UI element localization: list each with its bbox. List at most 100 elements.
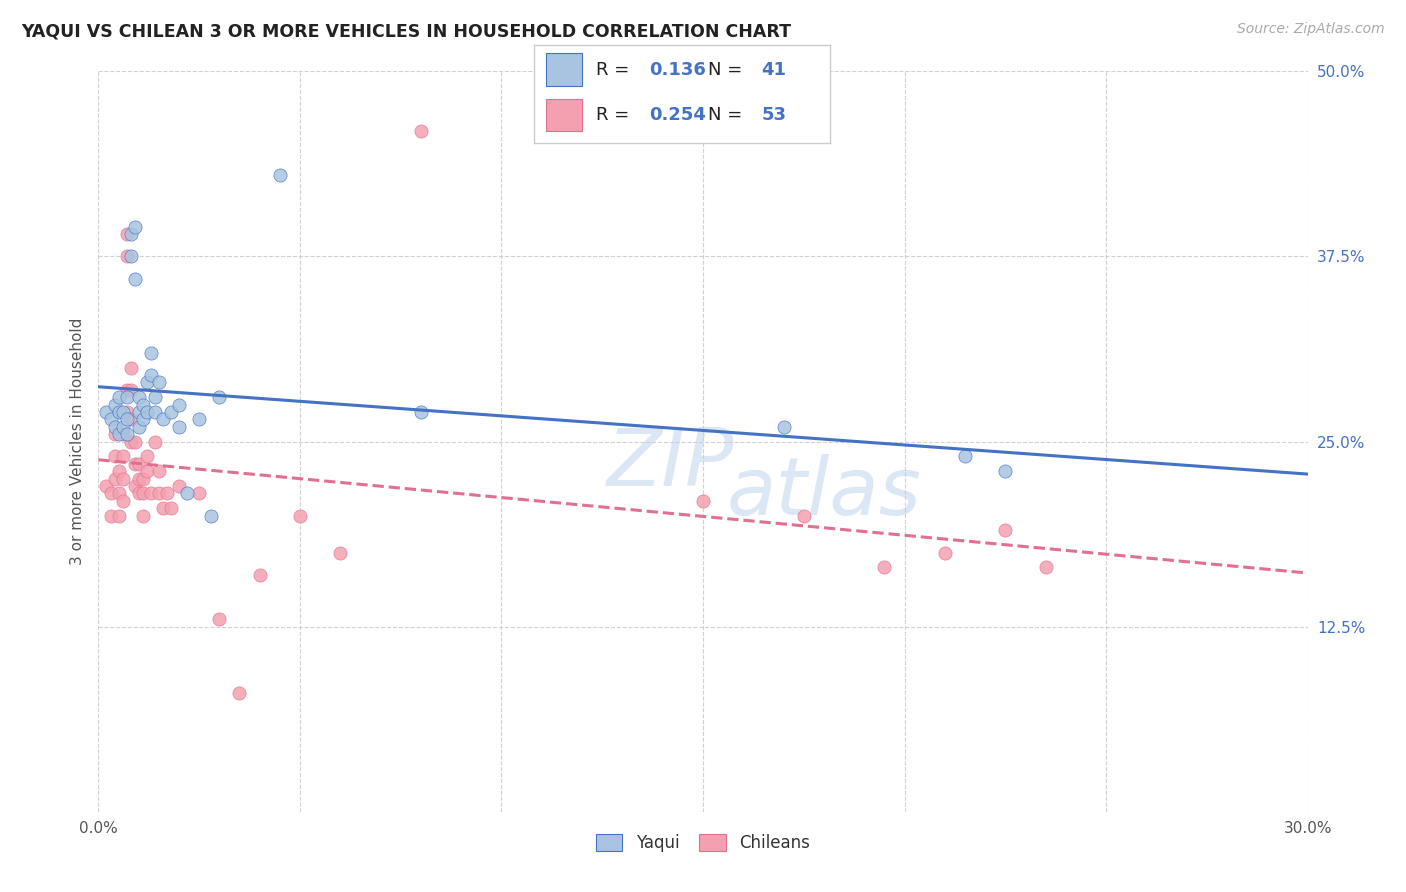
Point xyxy=(107,427,129,442)
Text: 41: 41 xyxy=(762,61,786,78)
Text: Source: ZipAtlas.com: Source: ZipAtlas.com xyxy=(1237,22,1385,37)
Point xyxy=(409,405,432,419)
Point xyxy=(132,412,155,426)
Point xyxy=(934,546,956,560)
Point xyxy=(111,427,134,442)
Point xyxy=(135,376,157,390)
Point xyxy=(793,508,815,523)
Point xyxy=(409,123,432,137)
Legend: Yaqui, Chileans: Yaqui, Chileans xyxy=(589,828,817,859)
Point xyxy=(111,419,134,434)
Point xyxy=(115,250,138,264)
Point xyxy=(139,486,162,500)
Point xyxy=(128,419,150,434)
Point xyxy=(188,486,211,500)
Point xyxy=(107,464,129,478)
Point xyxy=(111,450,134,464)
Point xyxy=(148,376,170,390)
Point xyxy=(208,612,231,626)
Point xyxy=(135,450,157,464)
Point xyxy=(143,405,166,419)
Point xyxy=(100,412,122,426)
Point xyxy=(115,390,138,404)
Point xyxy=(132,486,155,500)
Point xyxy=(692,493,714,508)
Text: R =: R = xyxy=(596,106,636,124)
Point xyxy=(143,390,166,404)
Point xyxy=(103,419,125,434)
Point xyxy=(132,508,155,523)
Point xyxy=(269,168,291,182)
Text: YAQUI VS CHILEAN 3 OR MORE VEHICLES IN HOUSEHOLD CORRELATION CHART: YAQUI VS CHILEAN 3 OR MORE VEHICLES IN H… xyxy=(21,22,792,40)
Text: 53: 53 xyxy=(762,106,786,124)
Point xyxy=(96,405,118,419)
Point xyxy=(103,450,125,464)
Point xyxy=(128,457,150,471)
Point xyxy=(994,524,1017,538)
Point xyxy=(200,508,222,523)
Point xyxy=(128,390,150,404)
Point xyxy=(107,508,129,523)
Point xyxy=(148,486,170,500)
Point xyxy=(994,464,1017,478)
Point xyxy=(111,405,134,419)
Point xyxy=(143,434,166,449)
Point xyxy=(124,457,146,471)
Point xyxy=(139,368,162,382)
Point xyxy=(115,412,138,426)
Point xyxy=(107,486,129,500)
Point xyxy=(128,405,150,419)
Point xyxy=(167,419,190,434)
Point xyxy=(124,479,146,493)
Point xyxy=(103,427,125,442)
Point xyxy=(176,486,198,500)
Point xyxy=(152,412,174,426)
Point xyxy=(135,405,157,419)
Point xyxy=(188,412,211,426)
Point xyxy=(288,508,311,523)
Point xyxy=(167,397,190,411)
Point xyxy=(100,486,122,500)
Point xyxy=(115,383,138,397)
Point xyxy=(156,486,179,500)
FancyBboxPatch shape xyxy=(546,54,582,86)
Point xyxy=(1035,560,1057,574)
Point xyxy=(115,405,138,419)
Point xyxy=(249,567,271,582)
Point xyxy=(139,345,162,359)
Point xyxy=(160,405,183,419)
Point xyxy=(208,390,231,404)
Point xyxy=(120,227,142,242)
Point xyxy=(120,412,142,426)
Point xyxy=(128,471,150,485)
Point xyxy=(124,271,146,285)
Point xyxy=(115,227,138,242)
Point xyxy=(103,397,125,411)
Text: R =: R = xyxy=(596,61,636,78)
Text: atlas: atlas xyxy=(727,454,922,533)
Point xyxy=(111,493,134,508)
Point xyxy=(120,434,142,449)
Point xyxy=(160,501,183,516)
Point xyxy=(167,479,190,493)
Point xyxy=(107,390,129,404)
Point xyxy=(115,427,138,442)
Text: N =: N = xyxy=(709,61,748,78)
Point xyxy=(107,405,129,419)
Point xyxy=(873,560,896,574)
Point xyxy=(953,450,976,464)
Point xyxy=(124,434,146,449)
Point xyxy=(148,464,170,478)
Y-axis label: 3 or more Vehicles in Household: 3 or more Vehicles in Household xyxy=(69,318,84,566)
Text: ZIP: ZIP xyxy=(606,425,734,503)
Point xyxy=(120,360,142,375)
FancyBboxPatch shape xyxy=(546,99,582,131)
Point xyxy=(132,471,155,485)
Point xyxy=(329,546,352,560)
Point xyxy=(132,397,155,411)
Point xyxy=(100,508,122,523)
Point xyxy=(135,464,157,478)
Point xyxy=(772,419,794,434)
Point xyxy=(228,686,250,700)
Point xyxy=(103,471,125,485)
